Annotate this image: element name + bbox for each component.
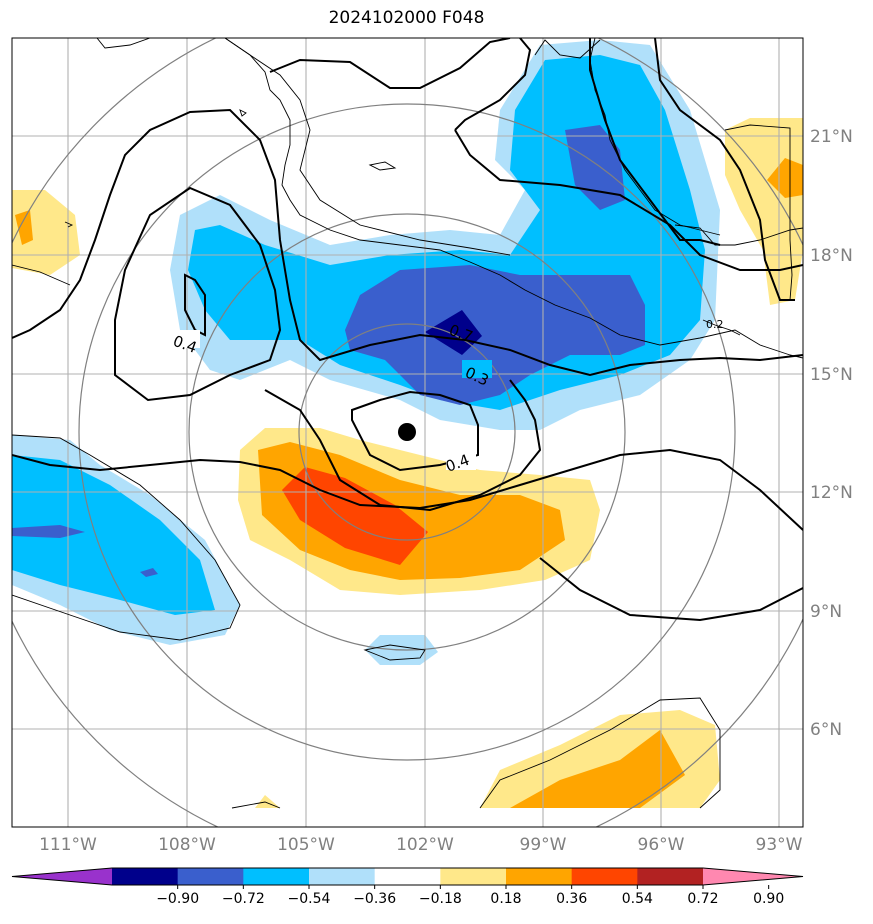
colorbar-extend-high [703,868,803,885]
lon-label: 93°W [756,835,803,855]
colorbar-segment [637,868,704,885]
colorbar-extend-low [12,868,112,885]
map-frame [11,37,804,828]
colorbar-segment [440,868,507,885]
colorbar-tick-label: −0.36 [353,891,396,907]
colorbar-tick-label: −0.90 [156,891,199,907]
lat-label: 9°N [810,602,842,622]
lon-label: 111°W [39,835,97,855]
colorbar-segment [243,868,310,885]
longitude-labels: 111°W 108°W 105°W 102°W 99°W 96°W 93°W [39,835,803,855]
colorbar-outline [11,867,804,886]
lon-label: 108°W [158,835,216,855]
lat-label: 15°N [810,365,853,385]
colorbar: −0.90 −0.72 −0.54 −0.36 −0.18 0.18 0.36 0.54 0.7… [11,867,804,907]
colorbar-tick-label: −0.72 [222,891,265,907]
latitude-labels: 21°N 18°N 15°N 12°N 9°N 6°N [810,127,853,740]
colorbar-segment [571,868,638,885]
lon-label: 102°W [396,835,454,855]
range-rings [12,38,803,827]
colorbar-segment [177,868,244,885]
colorbar-segment [374,868,441,885]
lon-label: 96°W [638,835,685,855]
storm-center-marker [398,423,416,441]
colorbar-segment [506,868,573,885]
lat-label: 21°N [810,127,853,147]
lon-label: 105°W [277,835,335,855]
map-title: 2024102000 F048 [328,8,485,28]
colorbar-segment [112,868,179,885]
colorbar-tick-label: 0.36 [556,891,587,907]
colorbar-tick-label: −0.18 [419,891,462,907]
height-contours [12,38,803,622]
graticule [12,38,803,827]
map-plot-area: 0.4 0.7 0.3 0.4 0.2 [12,38,803,827]
lat-label: 12°N [810,483,853,503]
lon-label: 99°W [520,835,567,855]
colorbar-tick-label: 0.18 [490,891,521,907]
contour-label-5: 0.2 [706,318,724,331]
lat-label: 6°N [810,720,842,740]
colorbar-tick-label: −0.54 [288,891,331,907]
colorbar-tick-label: 0.90 [753,891,784,907]
colorbar-segment [309,868,376,885]
coastlines [12,38,803,809]
lat-label: 18°N [810,246,853,266]
colorbar-tick-label: 0.54 [622,891,653,907]
colorbar-tick-label: 0.72 [687,891,718,907]
